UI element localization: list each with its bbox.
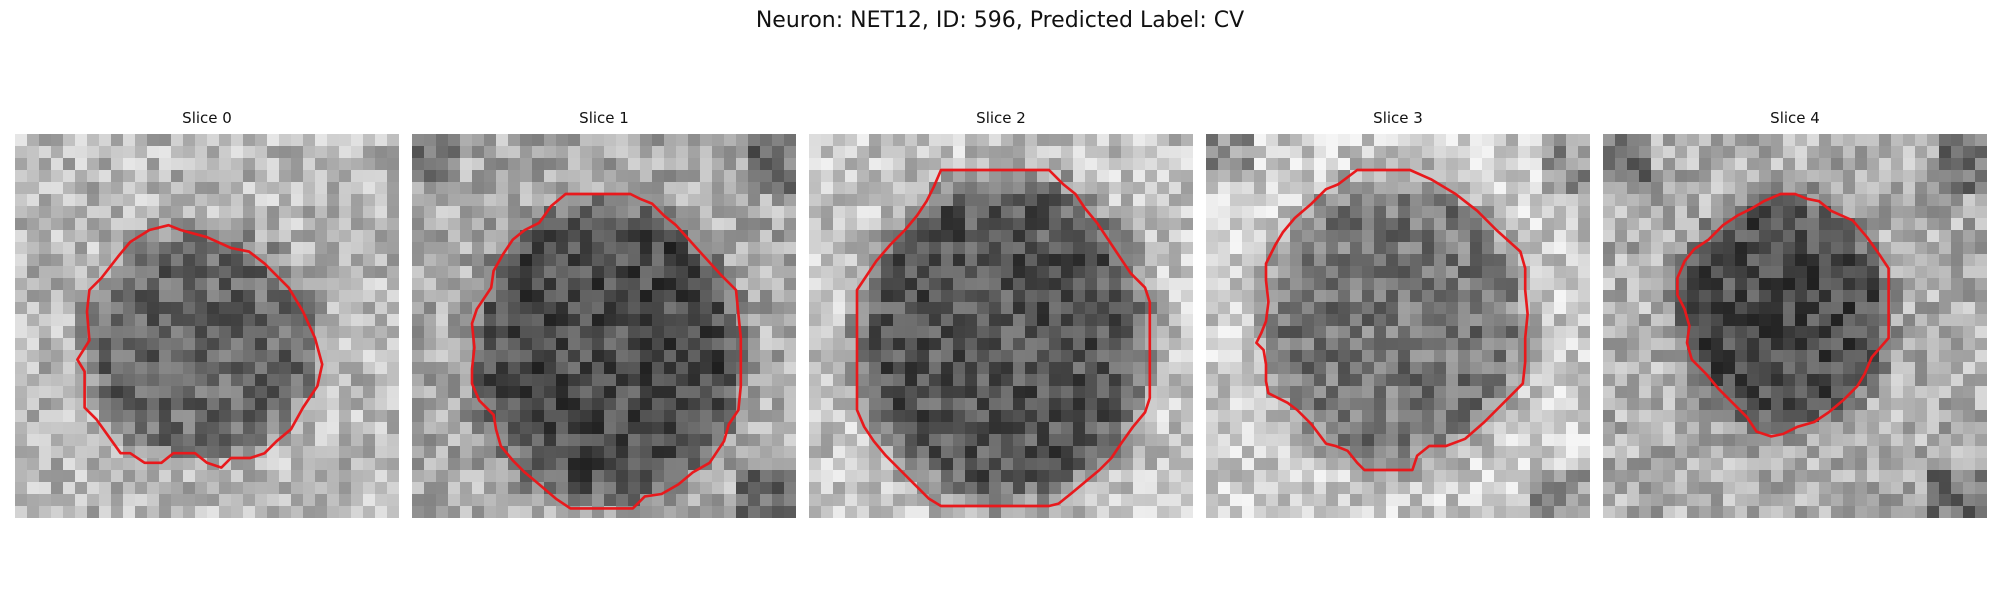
grayscale-image <box>809 134 1193 518</box>
slice-title: Slice 3 <box>1373 109 1423 127</box>
figure-title: Neuron: NET12, ID: 596, Predicted Label:… <box>755 8 1245 33</box>
contour-outline <box>855 168 1152 508</box>
slice-image <box>412 134 796 518</box>
contour-outline <box>470 192 743 510</box>
contour-overlay <box>470 192 743 510</box>
slice-panel-2: Slice 2 <box>809 108 1193 518</box>
slice-title: Slice 4 <box>1770 109 1820 127</box>
contour-overlay <box>1255 168 1529 472</box>
grayscale-image <box>15 134 399 518</box>
slice-image <box>1603 134 1987 518</box>
slice-title: Slice 1 <box>579 109 629 127</box>
contour-outline <box>1676 192 1890 438</box>
slice-panel-1: Slice 1 <box>412 108 796 518</box>
slice-panel-3: Slice 3 <box>1206 108 1590 518</box>
contour-overlay <box>76 223 324 469</box>
slice-title: Slice 0 <box>182 109 232 127</box>
contour-overlay <box>855 168 1152 508</box>
slice-image <box>1206 134 1590 518</box>
grayscale-image <box>412 134 796 518</box>
grayscale-image <box>1603 134 1987 518</box>
slice-image <box>809 134 1193 518</box>
contour-outline <box>76 223 324 469</box>
slice-panel-4: Slice 4 <box>1603 108 1987 518</box>
slice-panel-0: Slice 0 <box>15 108 399 518</box>
slice-image <box>15 134 399 518</box>
contour-overlay <box>1676 192 1890 438</box>
contour-outline <box>1255 168 1529 472</box>
slice-title: Slice 2 <box>976 109 1026 127</box>
